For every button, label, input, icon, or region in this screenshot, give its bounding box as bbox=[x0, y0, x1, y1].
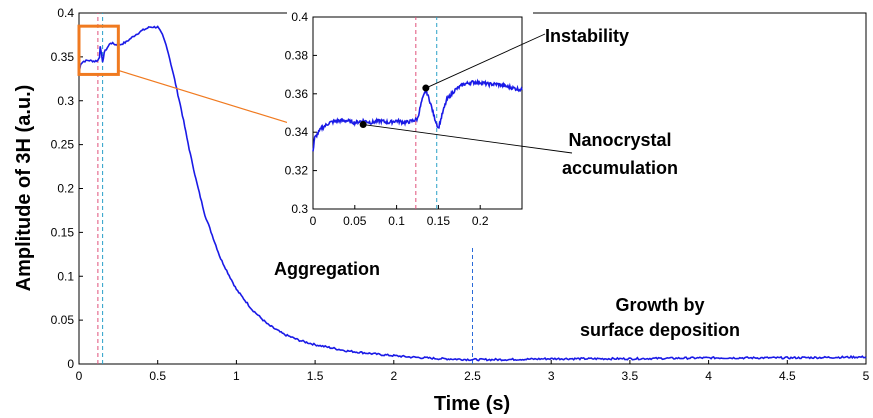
inset-chart: 0 0.05 0.1 0.15 0.2 0.3 0.32 0.34 0.36 0.38 0.4 bbox=[285, 4, 573, 230]
main-xtick-label: 3.5 bbox=[622, 369, 639, 383]
main-ytick-label: 0.4 bbox=[57, 6, 74, 20]
inset-xtick-label: 0.1 bbox=[388, 214, 405, 228]
main-ytick-label: 0.2 bbox=[57, 182, 74, 196]
inset-ytick-label: 0.34 bbox=[285, 125, 309, 139]
main-xtick-label: 3 bbox=[548, 369, 555, 383]
inset-ytick-label: 0.32 bbox=[285, 164, 309, 178]
main-ytick-label: 0 bbox=[67, 357, 74, 371]
inset-ytick-label: 0.3 bbox=[291, 202, 308, 216]
main-ticks: 0 0.5 1 1.5 2 2.5 3 3.5 4 4.5 5 0 0.05 0.1 0.15 0.2 0.25… bbox=[51, 6, 870, 383]
inset-ytick-label: 0.36 bbox=[285, 87, 309, 101]
zoom-box bbox=[77, 24, 120, 76]
inset-xtick-label: 0.05 bbox=[343, 214, 367, 228]
inset-markers bbox=[359, 33, 573, 154]
main-xtick-label: 2 bbox=[390, 369, 397, 383]
marker-point bbox=[359, 121, 367, 129]
instability-label: Instability bbox=[545, 26, 629, 46]
main-xtick-label: 0.5 bbox=[149, 369, 166, 383]
inset-ytick-label: 0.4 bbox=[291, 10, 308, 24]
main-xtick-label: 0 bbox=[76, 369, 83, 383]
main-series-line bbox=[78, 25, 867, 362]
main-xtick-label: 2.5 bbox=[464, 369, 481, 383]
nanocrystal-label-line2: accumulation bbox=[562, 158, 678, 178]
y-axis-title: Amplitude of 3H (a.u.) bbox=[13, 85, 35, 292]
marker-leader-line bbox=[425, 33, 546, 89]
main-ytick-label: 0.25 bbox=[51, 138, 75, 152]
main-vlines bbox=[97, 13, 473, 364]
main-xtick-label: 4 bbox=[705, 369, 712, 383]
inset-xtick-label: 0.2 bbox=[472, 214, 489, 228]
main-ytick-label: 0.3 bbox=[57, 94, 74, 108]
inset-vlines bbox=[415, 17, 438, 209]
inset-ytick-label: 0.38 bbox=[285, 48, 309, 62]
main-ytick-label: 0.1 bbox=[57, 269, 74, 283]
main-ytick-label: 0.35 bbox=[51, 50, 75, 64]
main-xtick-label: 1 bbox=[233, 369, 240, 383]
zoom-arrow bbox=[118, 69, 297, 126]
growth-label-line2: surface deposition bbox=[580, 320, 740, 340]
aggregation-label: Aggregation bbox=[274, 259, 380, 279]
inset-xtick-label: 0.15 bbox=[427, 214, 451, 228]
marker-leader-line bbox=[363, 124, 573, 154]
inset-plot-frame bbox=[312, 16, 523, 210]
main-ytick-label: 0.15 bbox=[51, 225, 75, 239]
main-xtick-label: 5 bbox=[863, 369, 870, 383]
x-axis-title: Time (s) bbox=[434, 393, 510, 415]
inset-ticks: 0 0.05 0.1 0.15 0.2 0.3 0.32 0.34 0.36 0.38 0.4 bbox=[285, 10, 489, 228]
growth-label-line1: Growth by bbox=[616, 295, 705, 315]
marker-point bbox=[422, 84, 430, 92]
inset-xtick-label: 0 bbox=[310, 214, 317, 228]
nanocrystal-label-line1: Nanocrystal bbox=[568, 130, 671, 150]
main-xtick-label: 1.5 bbox=[307, 369, 324, 383]
main-xtick-label: 4.5 bbox=[779, 369, 796, 383]
main-ytick-label: 0.05 bbox=[51, 313, 75, 327]
inset-series-line bbox=[312, 78, 523, 152]
